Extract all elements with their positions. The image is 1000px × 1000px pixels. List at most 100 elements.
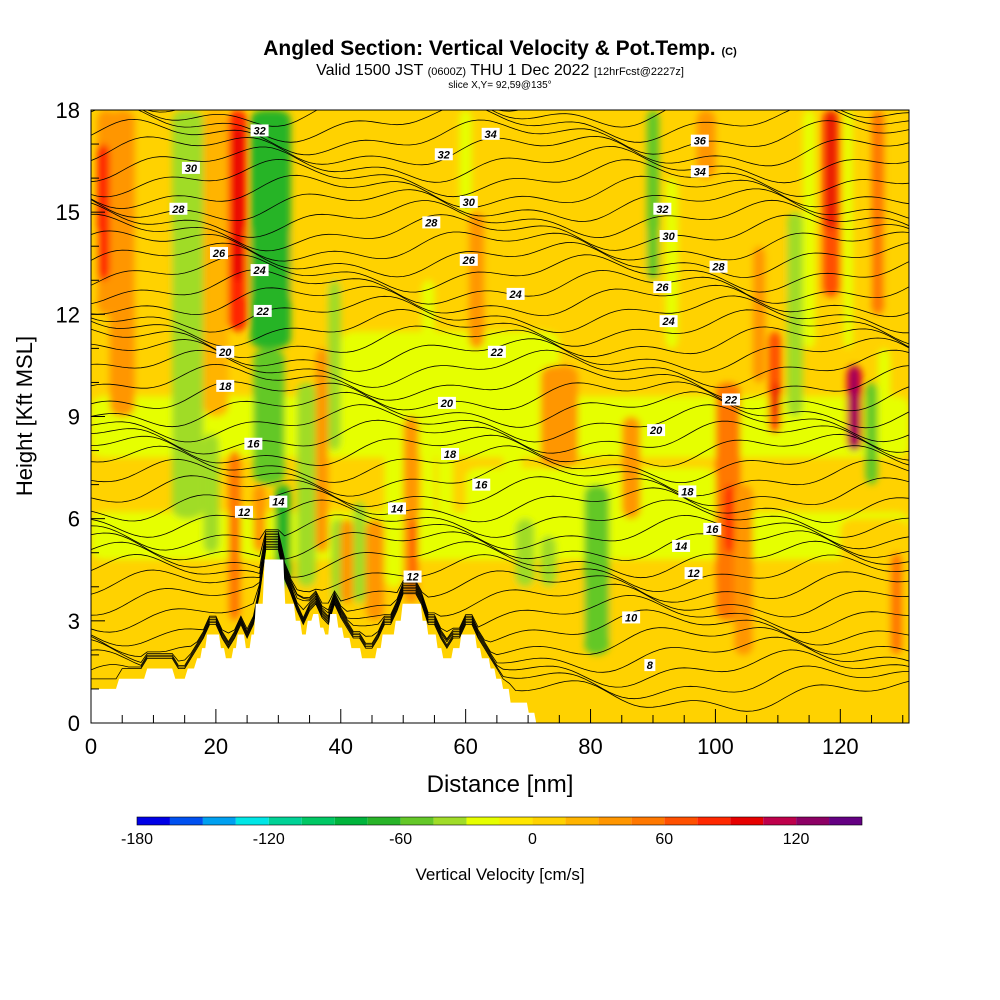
isentrope-line-36 (91, 199, 909, 239)
terrain (91, 559, 909, 723)
contour-label-bg (644, 659, 656, 672)
contour-label: 18 (219, 381, 232, 393)
y-tick-label: 3 (68, 609, 80, 634)
velocity-cell-53 (826, 110, 836, 230)
velocity-cell-33 (459, 110, 472, 213)
colorbar-tick-label: 60 (655, 831, 673, 848)
chart-title-mark: (C) (721, 46, 737, 58)
contour-label-bg (472, 478, 491, 491)
isentrope-line-1 (91, 549, 909, 712)
velocity-cell-1 (91, 396, 909, 458)
isentrope-line-40 (91, 145, 909, 184)
colorbar-swatch (466, 817, 500, 825)
contour-label: 22 (724, 394, 737, 406)
contour-label-bg (422, 216, 441, 229)
contour-label: 32 (656, 204, 668, 216)
isentrope-line-42 (91, 118, 909, 156)
velocity-cell-34 (468, 212, 485, 349)
velocity-cell-6 (91, 229, 909, 298)
contour-label: 30 (662, 231, 675, 243)
isentrope-line-18 (91, 445, 909, 483)
isentrope-line-29 (91, 295, 909, 334)
y-tick-label: 0 (68, 711, 80, 736)
isentrope-line-6 (91, 540, 909, 647)
colorbar-swatch (202, 817, 236, 825)
isentrope-line-11 (91, 532, 909, 579)
colorbar-swatch (565, 817, 599, 825)
isentrope-line-34 (91, 230, 909, 262)
velocity-cell-25 (340, 518, 354, 604)
isentrope-line-3 (91, 545, 909, 688)
contour-label-bg (703, 522, 722, 535)
contour-label-bg (709, 260, 728, 273)
colorbar-tick-label: 0 (528, 831, 537, 848)
colorbar-swatch (499, 817, 533, 825)
isentrope-line-17 (91, 458, 909, 497)
isentrope-line-35 (91, 213, 909, 252)
x-tick-label: 0 (85, 734, 97, 759)
contour-label: 12 (238, 507, 250, 519)
contour-label: 22 (490, 347, 503, 359)
isentrope-line-46 (91, 65, 909, 102)
colorbar-swatch (730, 817, 764, 825)
contour-label: 30 (185, 163, 198, 175)
isentrope-line-41 (91, 135, 909, 167)
isentrope-line-37 (91, 188, 909, 222)
contour-label: 34 (694, 166, 706, 178)
contour-label: 20 (649, 425, 663, 437)
velocity-cell-16 (253, 348, 285, 485)
contour-label-bg (441, 447, 460, 460)
contour-label: 12 (406, 572, 418, 584)
contour-label-bg (684, 567, 703, 580)
chart-header: Angled Section: Vertical Velocity & Pot.… (0, 38, 1000, 92)
contour-label-bg (181, 161, 200, 174)
valid-time: Valid 1500 JST (316, 62, 424, 79)
y-tick-label: 9 (68, 405, 80, 430)
velocity-cell-35 (503, 399, 522, 485)
contour-label: 34 (485, 129, 497, 141)
contour-label-bg (459, 253, 478, 266)
contour-label: 26 (655, 282, 669, 294)
forecast-info: [12hrFcst@2227z] (593, 66, 684, 78)
velocity-cell-27 (365, 518, 385, 621)
velocity-cell-50 (787, 212, 803, 417)
contour-label: 28 (711, 262, 725, 274)
contour-label-bg (690, 165, 709, 178)
colorbar-swatch (796, 817, 830, 825)
contour-label: 24 (661, 316, 674, 328)
velocity-cell-30 (410, 518, 416, 587)
contour-label-bg (659, 230, 678, 243)
contour-label-bg (210, 247, 229, 260)
colorbar-swatch (829, 817, 862, 825)
x-tick-label: 120 (822, 734, 859, 759)
contour-label-bg (690, 134, 709, 147)
x-tick-label: 60 (453, 734, 477, 759)
contour-label: 26 (212, 248, 226, 260)
isentrope-line-45 (146, 110, 862, 113)
colorbar-swatch (334, 817, 368, 825)
velocity-cell-10 (109, 110, 135, 417)
contour-label: 18 (444, 449, 457, 461)
colorbar-frame (136, 816, 863, 826)
contour-label-bg (506, 287, 525, 300)
contour-label-bg (647, 424, 666, 437)
isentrope-line-12 (91, 530, 909, 561)
isentrope-line-16 (91, 475, 909, 508)
isentrope-line-25 (91, 349, 909, 388)
x-tick-label: 20 (204, 734, 228, 759)
contour-label: 30 (463, 197, 476, 209)
colorbar: -180 -120 -60 0 60 120 Vertical Velocity [cm/s… (121, 816, 863, 884)
contour-label-bg (653, 281, 672, 294)
isentrope-line-5 (91, 542, 909, 657)
isentrope-line-13 (91, 514, 909, 551)
isentrope-line-21 (91, 404, 909, 443)
contour-label-bg (653, 202, 672, 215)
contour-label-bg (250, 264, 269, 277)
colorbar-swatch (631, 817, 665, 825)
contour-label: 16 (247, 439, 260, 451)
colorbar-swatch (664, 817, 698, 825)
isentrope-line-15 (91, 487, 909, 523)
contour-label-bg (672, 539, 691, 552)
velocity-cell-21 (297, 382, 316, 587)
contour-label-bg (487, 345, 506, 358)
